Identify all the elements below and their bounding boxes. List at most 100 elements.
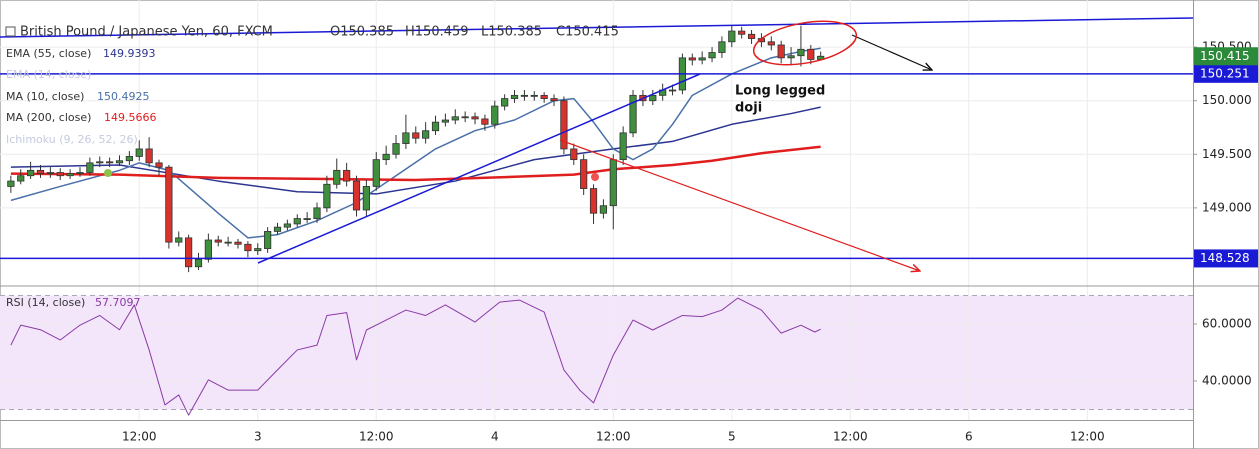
candle-body xyxy=(747,33,756,39)
indicator-line xyxy=(10,145,821,182)
candle-body xyxy=(115,160,124,164)
candle-body xyxy=(688,57,696,61)
candle-body xyxy=(777,44,785,59)
candle-body xyxy=(570,148,578,161)
annotation: doji xyxy=(735,101,762,116)
legend-value: 149.9393 xyxy=(103,47,156,60)
level-label: 148.528 xyxy=(1200,251,1250,265)
candle-body xyxy=(471,116,479,120)
candle-body xyxy=(125,156,133,162)
candle-body xyxy=(214,239,222,243)
candle-body xyxy=(629,94,637,134)
y-tick-label: 40.0000 xyxy=(1202,373,1252,387)
red-arrow xyxy=(559,139,920,271)
candle-body xyxy=(362,186,370,211)
candle-body xyxy=(422,130,430,139)
candle-body xyxy=(254,248,262,252)
x-tick-label: 5 xyxy=(728,430,736,444)
resistance-line xyxy=(0,17,1193,38)
candle-body xyxy=(560,100,568,150)
rsi-line xyxy=(10,297,821,416)
checkbox[interactable] xyxy=(5,26,16,37)
ohlc-label: O150.385 xyxy=(330,25,394,40)
candle-body xyxy=(106,161,114,164)
candle-body xyxy=(145,148,153,164)
candle-body xyxy=(738,30,746,35)
candle-body xyxy=(66,173,74,177)
candle-body xyxy=(501,98,509,107)
candle-body xyxy=(372,159,380,187)
level-tag xyxy=(1194,64,1258,83)
doji-ellipse xyxy=(752,20,858,66)
level-label: 150.251 xyxy=(1200,66,1250,80)
candle-body xyxy=(530,94,538,97)
y-tick-label: 60.0000 xyxy=(1202,317,1252,331)
candle-body xyxy=(402,132,410,144)
candle-body xyxy=(323,183,331,209)
chart-title: British Pound / Japanese Yen, 60, FXCM xyxy=(20,25,273,40)
candle-body xyxy=(204,239,212,260)
y-tick-label: 149.000 xyxy=(1202,200,1252,214)
annotation: Long legged xyxy=(735,84,825,99)
candle-body xyxy=(96,161,104,164)
candle-body xyxy=(451,116,459,121)
legend-label: MA (200, close) xyxy=(6,111,91,124)
candle-body xyxy=(718,41,726,53)
candle-body xyxy=(708,52,716,59)
candle-body xyxy=(787,55,795,59)
x-tick-label: 12:00 xyxy=(359,430,394,444)
candle-body xyxy=(234,241,242,245)
x-tick-label: 12:00 xyxy=(833,430,868,444)
candle-body xyxy=(698,57,706,61)
candle-body xyxy=(382,153,390,161)
candle-body xyxy=(273,226,282,232)
candle-body xyxy=(46,172,54,174)
rsi-label: RSI (14, close) xyxy=(6,296,85,309)
candle-body xyxy=(244,243,252,252)
x-tick-label: 3 xyxy=(254,430,262,444)
candle-body xyxy=(412,132,420,139)
candle-body xyxy=(264,231,272,249)
y-tick-label: 149.500 xyxy=(1202,147,1252,161)
candle-body xyxy=(194,258,203,268)
candle-body xyxy=(609,159,617,207)
candle-body xyxy=(599,205,608,214)
ohlc-label: H150.459 xyxy=(405,25,469,40)
rsi-band xyxy=(0,295,1193,410)
legend-label: Ichimoku (9, 26, 52, 26) xyxy=(6,133,138,146)
candle-body xyxy=(293,218,301,225)
candle-body xyxy=(481,118,489,125)
candle-body xyxy=(540,94,548,99)
legend-label: EMA (55, close) xyxy=(6,47,91,60)
candle-body xyxy=(27,169,35,177)
candle-body xyxy=(352,180,361,211)
candle-body xyxy=(224,241,232,244)
candle-body xyxy=(491,105,499,125)
last-price-label: 150.415 xyxy=(1200,49,1250,63)
x-tick-label: 12:00 xyxy=(1070,430,1105,444)
candle-body xyxy=(550,98,558,102)
candle-body xyxy=(728,30,736,43)
candle-body xyxy=(392,143,400,155)
x-tick-label: 12:00 xyxy=(122,430,157,444)
candle-body xyxy=(313,207,321,219)
rsi-value: 57.7097 xyxy=(95,296,141,309)
signal-dot xyxy=(104,169,112,177)
candle-body xyxy=(431,121,440,132)
trend-line xyxy=(257,73,701,264)
x-tick-label: 4 xyxy=(491,430,499,444)
candle-body xyxy=(56,172,64,177)
candle-body xyxy=(343,169,351,182)
last-price-tag xyxy=(1194,47,1258,66)
candle-body xyxy=(333,169,341,185)
candle-body xyxy=(589,188,598,214)
x-tick-label: 6 xyxy=(965,430,973,444)
candle-body xyxy=(185,237,193,268)
candle-body xyxy=(510,94,519,99)
candle-body xyxy=(76,172,84,174)
candle-body xyxy=(441,119,449,123)
ohlc-label: C150.415 xyxy=(556,25,619,40)
legend-label: EMA (14, close) xyxy=(6,68,91,81)
candle-body xyxy=(797,48,805,57)
